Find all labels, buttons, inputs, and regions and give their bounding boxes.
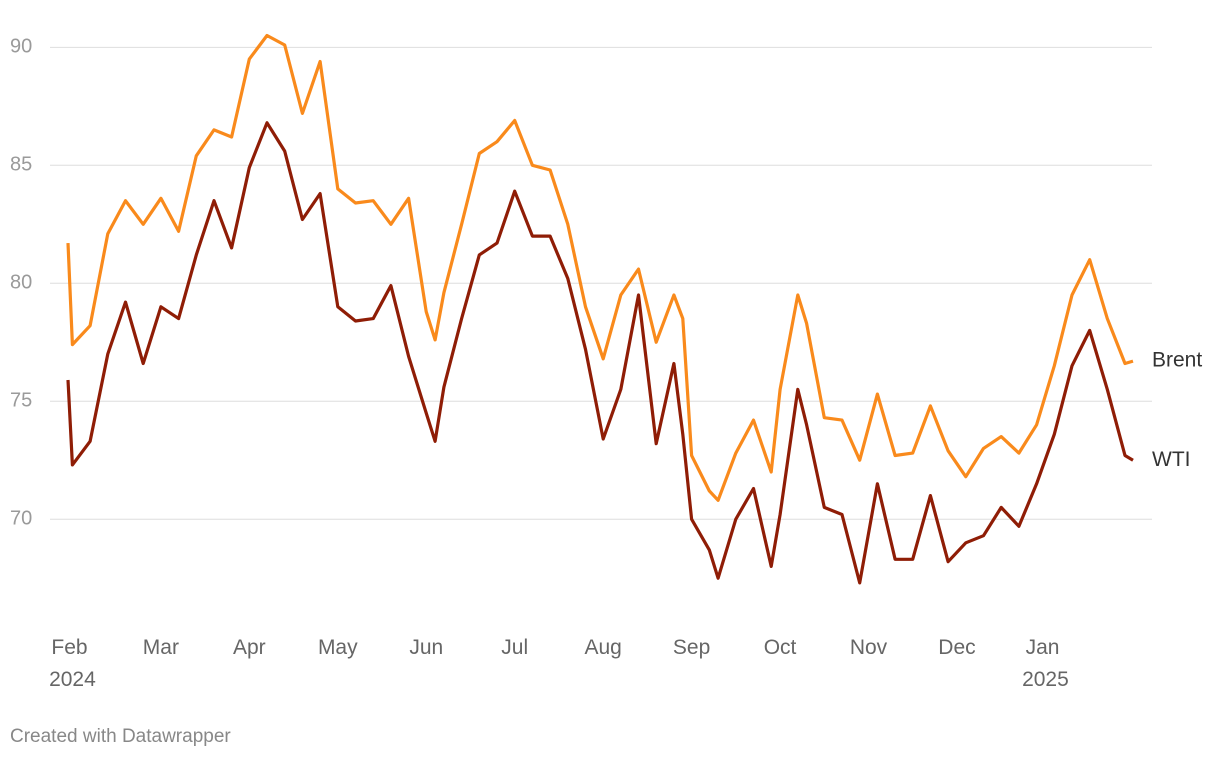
series-label: Brent — [1152, 349, 1202, 372]
x-tick-label: May — [318, 636, 358, 659]
x-tick-label: Jul — [501, 636, 528, 659]
x-tick-label: Jan 2025 — [1022, 636, 1069, 691]
series-line — [66, 33, 1134, 502]
x-tick-label: Dec — [938, 636, 975, 659]
x-tick-label: Oct — [764, 636, 797, 659]
y-tick-label: 90 — [10, 36, 32, 58]
x-tick-label: Nov — [850, 636, 888, 659]
x-tick-label: Feb 2024 — [49, 636, 96, 691]
credit: Created with Datawrapper — [10, 726, 231, 747]
x-tick-label: Aug — [584, 636, 621, 659]
y-tick-label: 70 — [10, 507, 32, 529]
series-label: WTI — [1152, 448, 1190, 471]
x-tick-label: Apr — [233, 636, 266, 659]
x-tick-label: Mar — [143, 636, 179, 659]
x-tick-label: Sep — [673, 636, 710, 659]
y-tick-label: 75 — [10, 390, 32, 412]
y-tick-label: 85 — [10, 154, 32, 176]
series-line — [66, 121, 1134, 585]
x-tick-label: Jun — [409, 636, 443, 659]
y-tick-label: 80 — [10, 272, 32, 294]
